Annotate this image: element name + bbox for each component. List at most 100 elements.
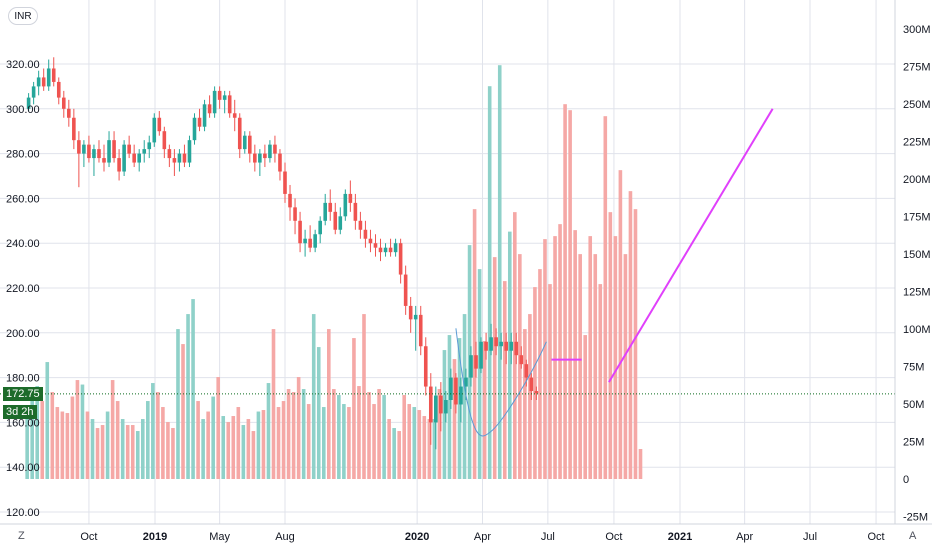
- volume-tick-label: 50M: [903, 399, 924, 411]
- volume-bar: [70, 396, 75, 479]
- volume-bar: [196, 401, 200, 479]
- candle-body: [167, 149, 172, 159]
- volume-bar: [563, 104, 567, 479]
- volume-bar: [241, 425, 246, 479]
- candle-body: [87, 144, 91, 159]
- candle-body: [348, 193, 353, 203]
- volume-bar: [568, 110, 572, 479]
- volume-bar: [316, 347, 321, 479]
- volume-bar: [543, 239, 547, 479]
- price-tick-label: 280.00: [6, 149, 40, 161]
- volume-bar: [387, 419, 391, 479]
- volume-bar: [362, 314, 366, 479]
- price-axis-labels[interactable]: 120.00 140.00 160.00 180.00 200.00 220.00 240.…: [6, 59, 40, 519]
- candle-body: [318, 220, 322, 235]
- volume-bar: [422, 416, 427, 479]
- time-tick-label: 2021: [668, 531, 692, 543]
- volume-bar: [487, 86, 492, 479]
- candle-body: [31, 86, 36, 98]
- volume-bar: [60, 411, 65, 479]
- volume-bar: [166, 422, 170, 479]
- candle-body: [408, 305, 413, 320]
- candle-body: [353, 202, 358, 221]
- volume-bar: [402, 395, 407, 479]
- price-tick-label: 240.00: [6, 238, 40, 250]
- candle-body: [413, 314, 418, 320]
- candle-body: [222, 95, 227, 100]
- volume-bar: [588, 236, 593, 479]
- candle-body: [207, 104, 212, 114]
- volume-bar: [146, 401, 150, 479]
- candle-body: [122, 144, 126, 172]
- volume-bar: [55, 407, 60, 479]
- volume-bar: [382, 395, 386, 479]
- candle-body: [102, 158, 106, 163]
- candle-body: [117, 158, 121, 172]
- volume-bar: [161, 407, 165, 479]
- volume-bar: [266, 383, 271, 479]
- volume-bar: [472, 209, 477, 479]
- candle-body: [313, 234, 317, 248]
- candle-body: [51, 68, 56, 82]
- time-tick-label: 2019: [143, 531, 167, 543]
- candle-body: [288, 193, 292, 208]
- candle-body: [182, 153, 187, 163]
- price-tick-label: 120.00: [6, 507, 40, 519]
- volume-bar: [296, 377, 301, 479]
- candle-body: [248, 135, 252, 154]
- candle-body: [514, 341, 519, 356]
- volume-bar: [115, 401, 120, 479]
- candle-body: [328, 202, 333, 212]
- volume-bar: [186, 314, 190, 479]
- volume-bar: [140, 419, 145, 479]
- volume-bar: [286, 389, 291, 479]
- price-tick-label: 320.00: [6, 59, 40, 71]
- candle-body: [393, 243, 398, 253]
- time-tick-label: Jul: [541, 531, 555, 543]
- volume-tick-label: 100M: [903, 324, 931, 336]
- volume-bar: [125, 425, 130, 479]
- volume-bar: [221, 416, 226, 479]
- candle-body: [278, 153, 282, 172]
- candle-body: [217, 90, 222, 100]
- trend-line: [608, 108, 774, 383]
- volume-bar: [156, 392, 160, 479]
- candle-body: [202, 104, 207, 127]
- volume-bar: [392, 428, 396, 479]
- candle-body: [484, 341, 488, 351]
- volume-axis-labels[interactable]: -25M 0 25M 50M 75M 100M 125M 150M 175M 200M 225M 25…: [903, 24, 931, 523]
- drawings[interactable]: [455, 108, 774, 437]
- price-tick-label: 300.00: [6, 104, 40, 116]
- candle-body: [308, 238, 312, 248]
- volume-bar: [412, 407, 417, 479]
- volume-tick-label: 200M: [903, 174, 931, 186]
- candle-body: [383, 247, 388, 253]
- candle-body: [444, 400, 448, 414]
- volume-bar: [45, 362, 50, 479]
- candle-body: [142, 149, 147, 154]
- volume-bar: [40, 401, 45, 479]
- candle-body: [253, 153, 257, 163]
- volume-bar: [130, 425, 135, 479]
- volume-tick-label: 150M: [903, 249, 931, 261]
- volume-tick-label: 300M: [903, 24, 931, 36]
- volume-bar: [211, 396, 215, 479]
- volume-bar: [623, 254, 628, 479]
- price-tick-label: 160.00: [6, 417, 40, 429]
- time-axis-labels[interactable]: Oct 2019 May Aug 2020 Apr Jul Oct 2021 Apr Jul Oct: [80, 531, 884, 543]
- volume-bar: [321, 407, 326, 479]
- candle-body: [258, 153, 262, 163]
- volume-bar: [628, 191, 633, 479]
- candle-series: [0, 57, 895, 450]
- volume-bar: [120, 419, 125, 479]
- zoom-toggle[interactable]: Z: [18, 530, 25, 542]
- auto-scale-toggle[interactable]: A: [909, 530, 917, 542]
- candle-body: [107, 140, 111, 163]
- volume-bar: [427, 419, 432, 479]
- volume-bar: [372, 404, 376, 479]
- time-tick-label: Oct: [868, 531, 885, 543]
- candle-body: [358, 220, 363, 230]
- currency-badge[interactable]: INR: [8, 7, 38, 25]
- volume-tick-label: -25M: [903, 511, 928, 523]
